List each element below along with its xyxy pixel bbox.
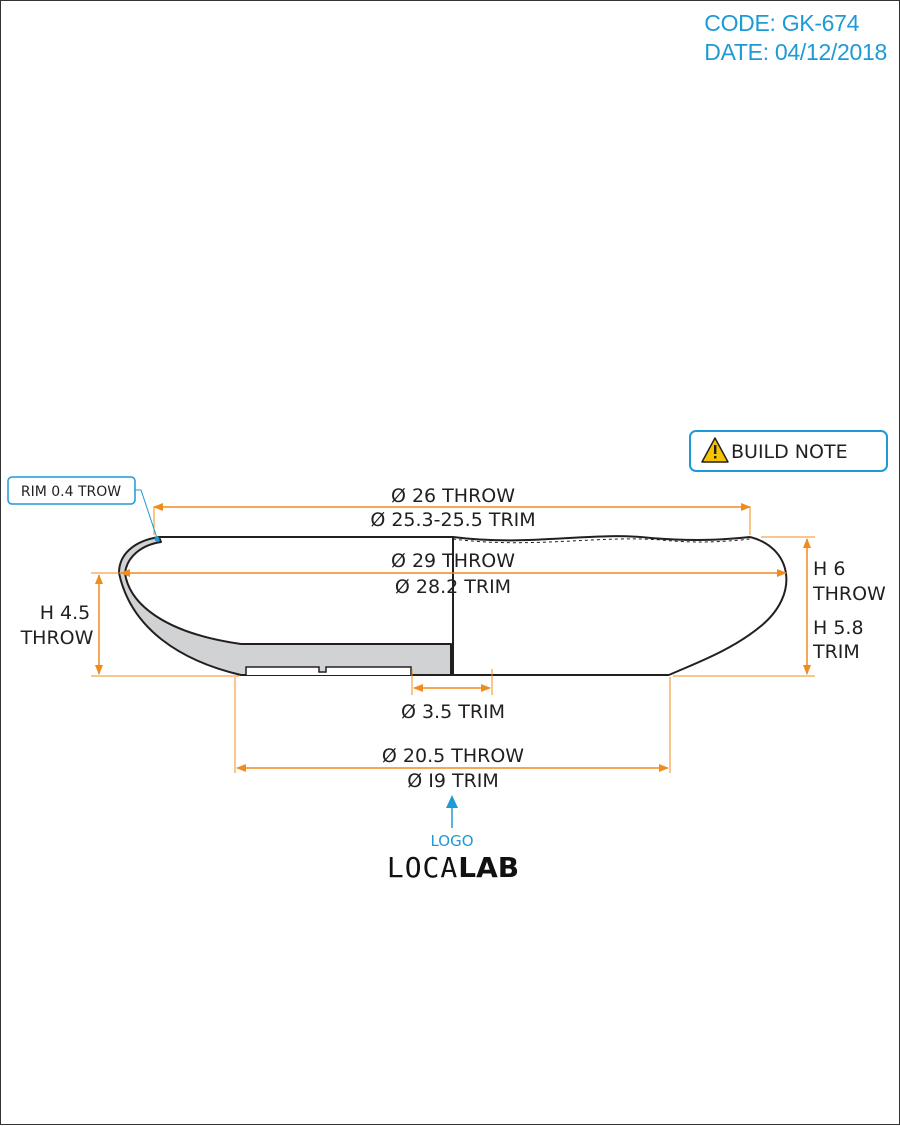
inner-trim-label: Ø 3.5 TRIM xyxy=(401,701,505,723)
svg-text:LOCALAB: LOCALAB xyxy=(387,851,519,884)
foot-ring-detail xyxy=(245,666,412,675)
localab-logo: LOCALAB xyxy=(387,851,519,884)
logo-text-part1: LOCA xyxy=(387,851,458,884)
logo-label: LOGO xyxy=(430,832,473,850)
right-trim-label: TRIM xyxy=(812,641,860,663)
rim-callout-label: RIM 0.4 TROW xyxy=(21,484,121,500)
left-height-label: THROW xyxy=(20,627,94,649)
arrow-up-icon xyxy=(446,795,458,828)
right-throw-label: THROW xyxy=(812,583,886,605)
base-throw-label: Ø 20.5 THROW xyxy=(382,745,524,767)
bowl-top-line xyxy=(159,535,751,542)
code-label: CODE: GK-674 xyxy=(704,10,860,36)
build-note-box[interactable] xyxy=(689,430,888,472)
base-trim-label: Ø I9 TRIM xyxy=(407,770,499,792)
rim-leader-line xyxy=(135,489,158,539)
left-height-value: H 4.5 xyxy=(40,602,91,624)
warning-triangle-icon xyxy=(701,437,729,463)
max-throw-label: Ø 29 THROW xyxy=(391,550,515,572)
right-trim-value: H 5.8 xyxy=(813,617,864,639)
build-note-label: BUILD NOTE xyxy=(731,441,848,463)
right-throw-value: H 6 xyxy=(813,558,845,580)
bowl-right-profile xyxy=(668,536,788,676)
max-trim-label: Ø 28.2 TRIM xyxy=(395,576,511,598)
rim-leader-dot xyxy=(154,536,160,542)
date-label: DATE: 04/12/2018 xyxy=(704,39,887,65)
header-block: CODE: GK-674 DATE: 04/12/2018 xyxy=(704,9,887,67)
bowl-top-hidden-line xyxy=(452,538,751,544)
top-trim-label: Ø 25.3-25.5 TRIM xyxy=(370,509,535,531)
top-throw-label: Ø 26 THROW xyxy=(391,485,515,507)
logo-text-part2: LAB xyxy=(458,851,519,884)
